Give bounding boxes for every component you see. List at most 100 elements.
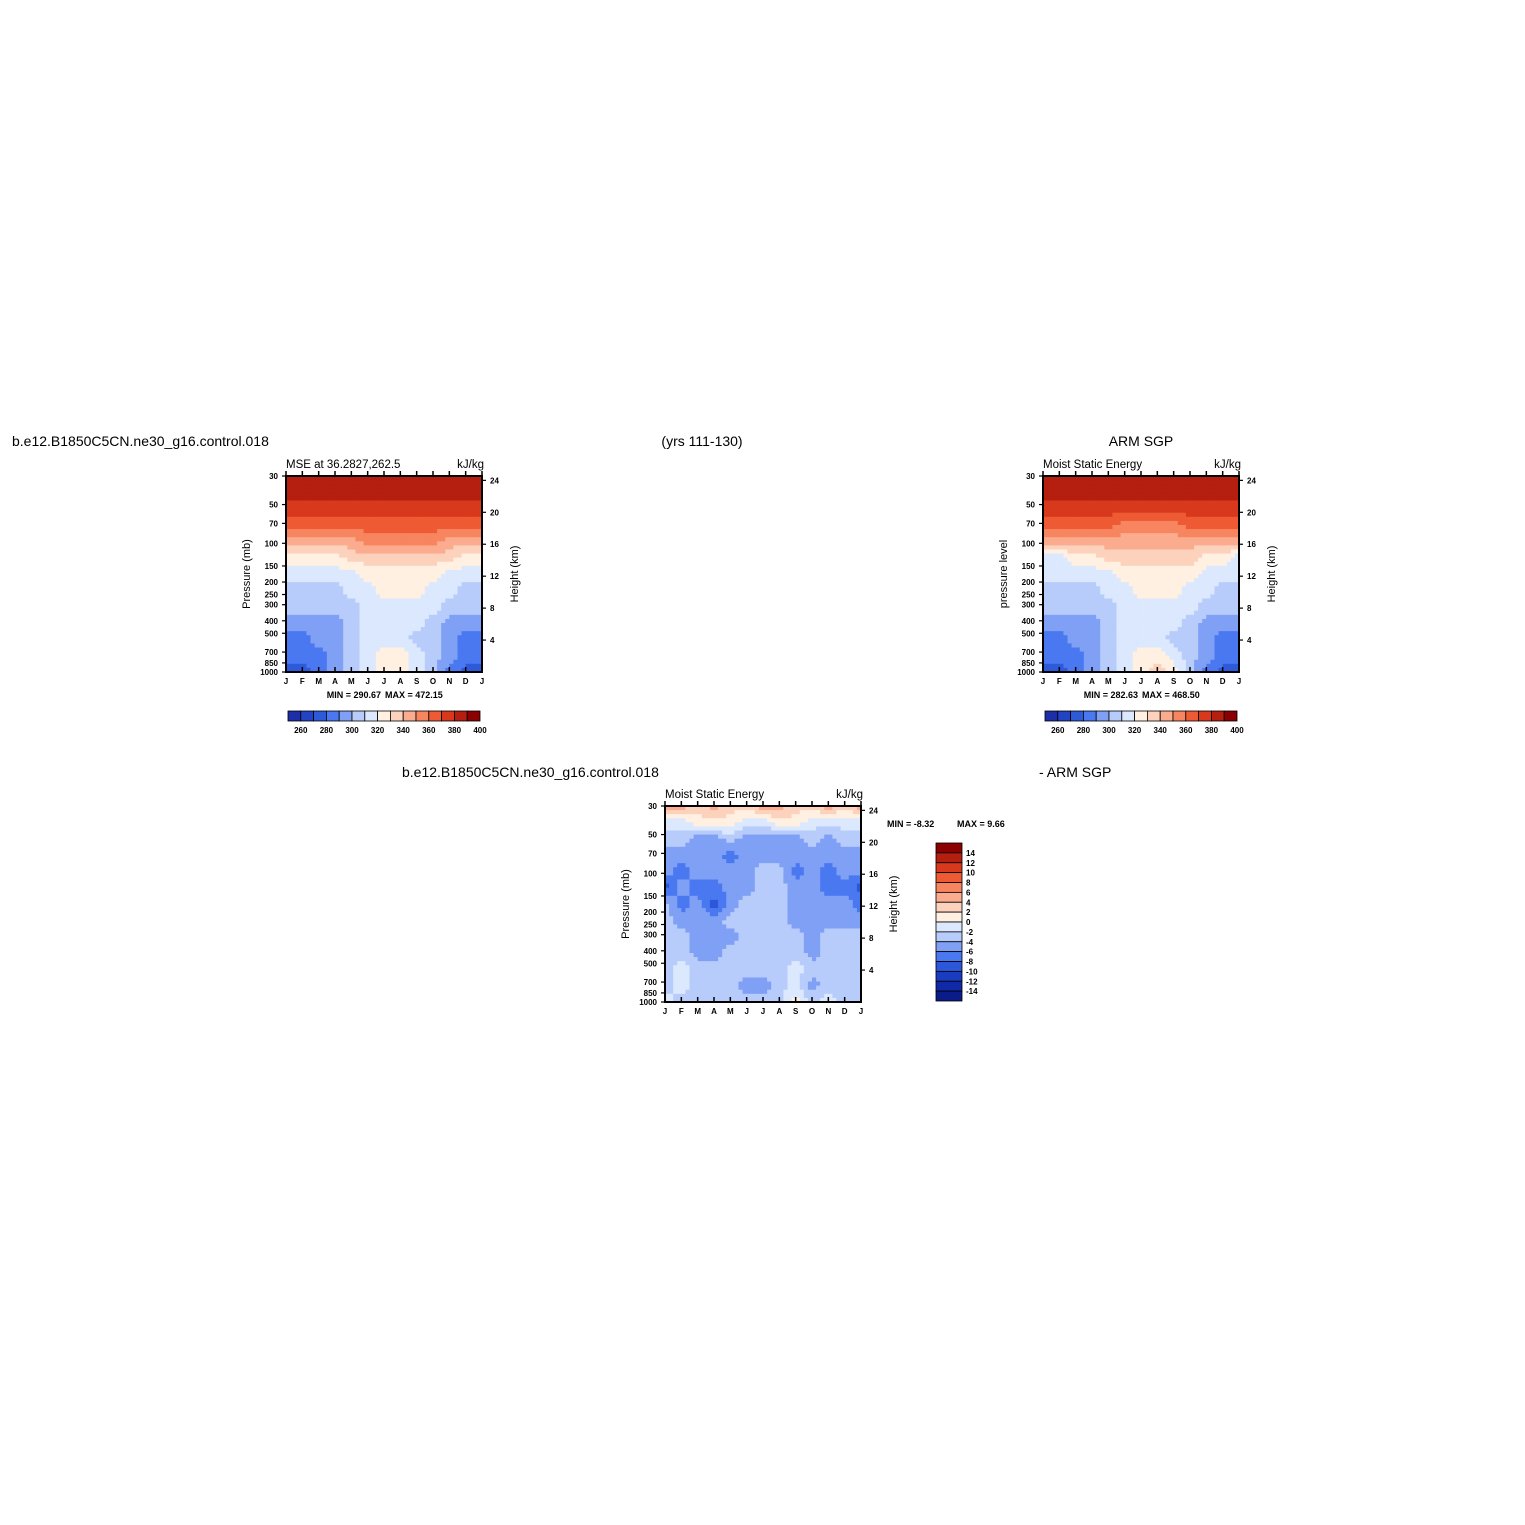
contour-cell xyxy=(1194,569,1199,575)
contour-cell xyxy=(1173,484,1179,489)
contour-cell xyxy=(424,606,430,612)
contour-cell xyxy=(1190,492,1195,498)
contour-cell xyxy=(314,512,320,518)
contour-field xyxy=(665,806,861,1002)
contour-cell xyxy=(457,533,463,538)
contour-cell xyxy=(1108,488,1114,493)
contour-cell xyxy=(335,623,340,628)
contour-cell xyxy=(1153,623,1158,628)
month-label: M xyxy=(1072,677,1079,686)
contour-cell xyxy=(1063,496,1069,502)
contour-cell xyxy=(1059,492,1065,498)
contour-cell xyxy=(1181,574,1187,579)
contour-cell xyxy=(1051,578,1056,583)
contour-cell xyxy=(1051,557,1056,563)
contour-cell xyxy=(1116,476,1122,481)
contour-cell xyxy=(428,639,434,645)
contour-cell xyxy=(1226,590,1232,596)
contour-cell xyxy=(1190,651,1195,657)
contour-cell xyxy=(1071,557,1077,563)
contour-cell xyxy=(453,631,459,636)
contour-cell xyxy=(461,582,467,587)
contour-cell xyxy=(314,598,320,604)
contour-cell xyxy=(420,545,426,551)
contour-cell xyxy=(457,525,463,530)
contour-cell xyxy=(465,537,471,542)
contour-cell xyxy=(445,659,450,665)
contour-cell xyxy=(1161,651,1167,657)
contour-cell xyxy=(326,516,332,522)
contour-cell xyxy=(367,659,373,665)
contour-cell xyxy=(384,537,389,542)
contour-cell xyxy=(1116,549,1122,555)
contour-cell xyxy=(424,647,430,653)
contour-cell xyxy=(1112,602,1118,608)
contour-cell xyxy=(1165,574,1171,579)
contour-cell xyxy=(400,602,406,608)
contour-cell xyxy=(396,590,401,596)
contour-cell xyxy=(1128,663,1134,669)
contour-cell xyxy=(705,806,711,811)
contour-cell xyxy=(730,814,736,819)
contour-cell xyxy=(1230,602,1236,608)
contour-cell xyxy=(428,537,434,542)
contour-cell xyxy=(1075,602,1081,608)
contour-cell xyxy=(1067,504,1073,510)
contour-cell xyxy=(1226,537,1232,542)
contour-cell xyxy=(428,610,434,616)
contour-cell xyxy=(457,545,463,551)
contour-cell xyxy=(351,561,357,567)
contour-cell xyxy=(1063,520,1069,526)
colorbar-swatch xyxy=(1134,710,1148,722)
contour-cell xyxy=(457,492,463,498)
contour-cell xyxy=(1047,541,1052,547)
contour-cell xyxy=(375,578,381,583)
contour-cell xyxy=(1063,631,1069,636)
contour-cell xyxy=(767,806,772,811)
pressure-label: 150 xyxy=(265,562,279,571)
contour-cell xyxy=(326,594,332,600)
contour-cell xyxy=(347,492,352,498)
contour-cell xyxy=(1132,582,1138,587)
contour-cell xyxy=(322,610,328,616)
contour-cell xyxy=(392,488,397,493)
contour-cell xyxy=(424,578,430,583)
contour-cell xyxy=(1157,480,1163,485)
contour-cell xyxy=(1157,553,1163,559)
contour-cell xyxy=(363,504,369,510)
contour-cell xyxy=(318,569,324,575)
contour-cell xyxy=(379,578,385,583)
contour-cell xyxy=(1185,520,1191,526)
contour-cell xyxy=(371,578,377,583)
contour-cell xyxy=(1161,525,1167,530)
contour-cell xyxy=(1218,512,1224,518)
contour-cell xyxy=(310,512,316,518)
contour-cell xyxy=(375,561,381,567)
contour-cell xyxy=(1230,500,1236,506)
contour-cell xyxy=(1214,569,1220,575)
contour-cell xyxy=(461,553,467,559)
contour-cell xyxy=(1161,623,1167,628)
contour-cell xyxy=(457,667,463,672)
contour-cell xyxy=(1063,590,1069,596)
contour-cell xyxy=(1198,504,1203,510)
contour-cell xyxy=(1120,529,1126,534)
contour-cell xyxy=(359,480,365,485)
month-label: O xyxy=(1187,677,1193,686)
contour-cell xyxy=(359,557,365,563)
contour-cell xyxy=(1096,623,1101,628)
contour-cell xyxy=(330,553,336,559)
contour-cell xyxy=(1051,569,1056,575)
contour-cell xyxy=(310,516,316,522)
contour-cell xyxy=(1173,541,1179,547)
contour-cell xyxy=(1067,631,1073,636)
contour-cell xyxy=(351,500,357,506)
contour-cell xyxy=(1047,565,1052,571)
contour-cell xyxy=(408,525,414,530)
contour-cell xyxy=(298,525,303,530)
contour-cell xyxy=(1136,627,1142,632)
contour-cell xyxy=(1055,492,1060,498)
contour-cell xyxy=(1181,639,1187,645)
contour-cell xyxy=(1161,631,1167,636)
min-label: MIN = 290.67 xyxy=(327,690,381,700)
